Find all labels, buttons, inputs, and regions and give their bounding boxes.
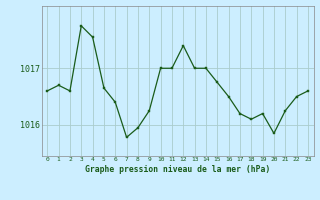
X-axis label: Graphe pression niveau de la mer (hPa): Graphe pression niveau de la mer (hPa)	[85, 165, 270, 174]
